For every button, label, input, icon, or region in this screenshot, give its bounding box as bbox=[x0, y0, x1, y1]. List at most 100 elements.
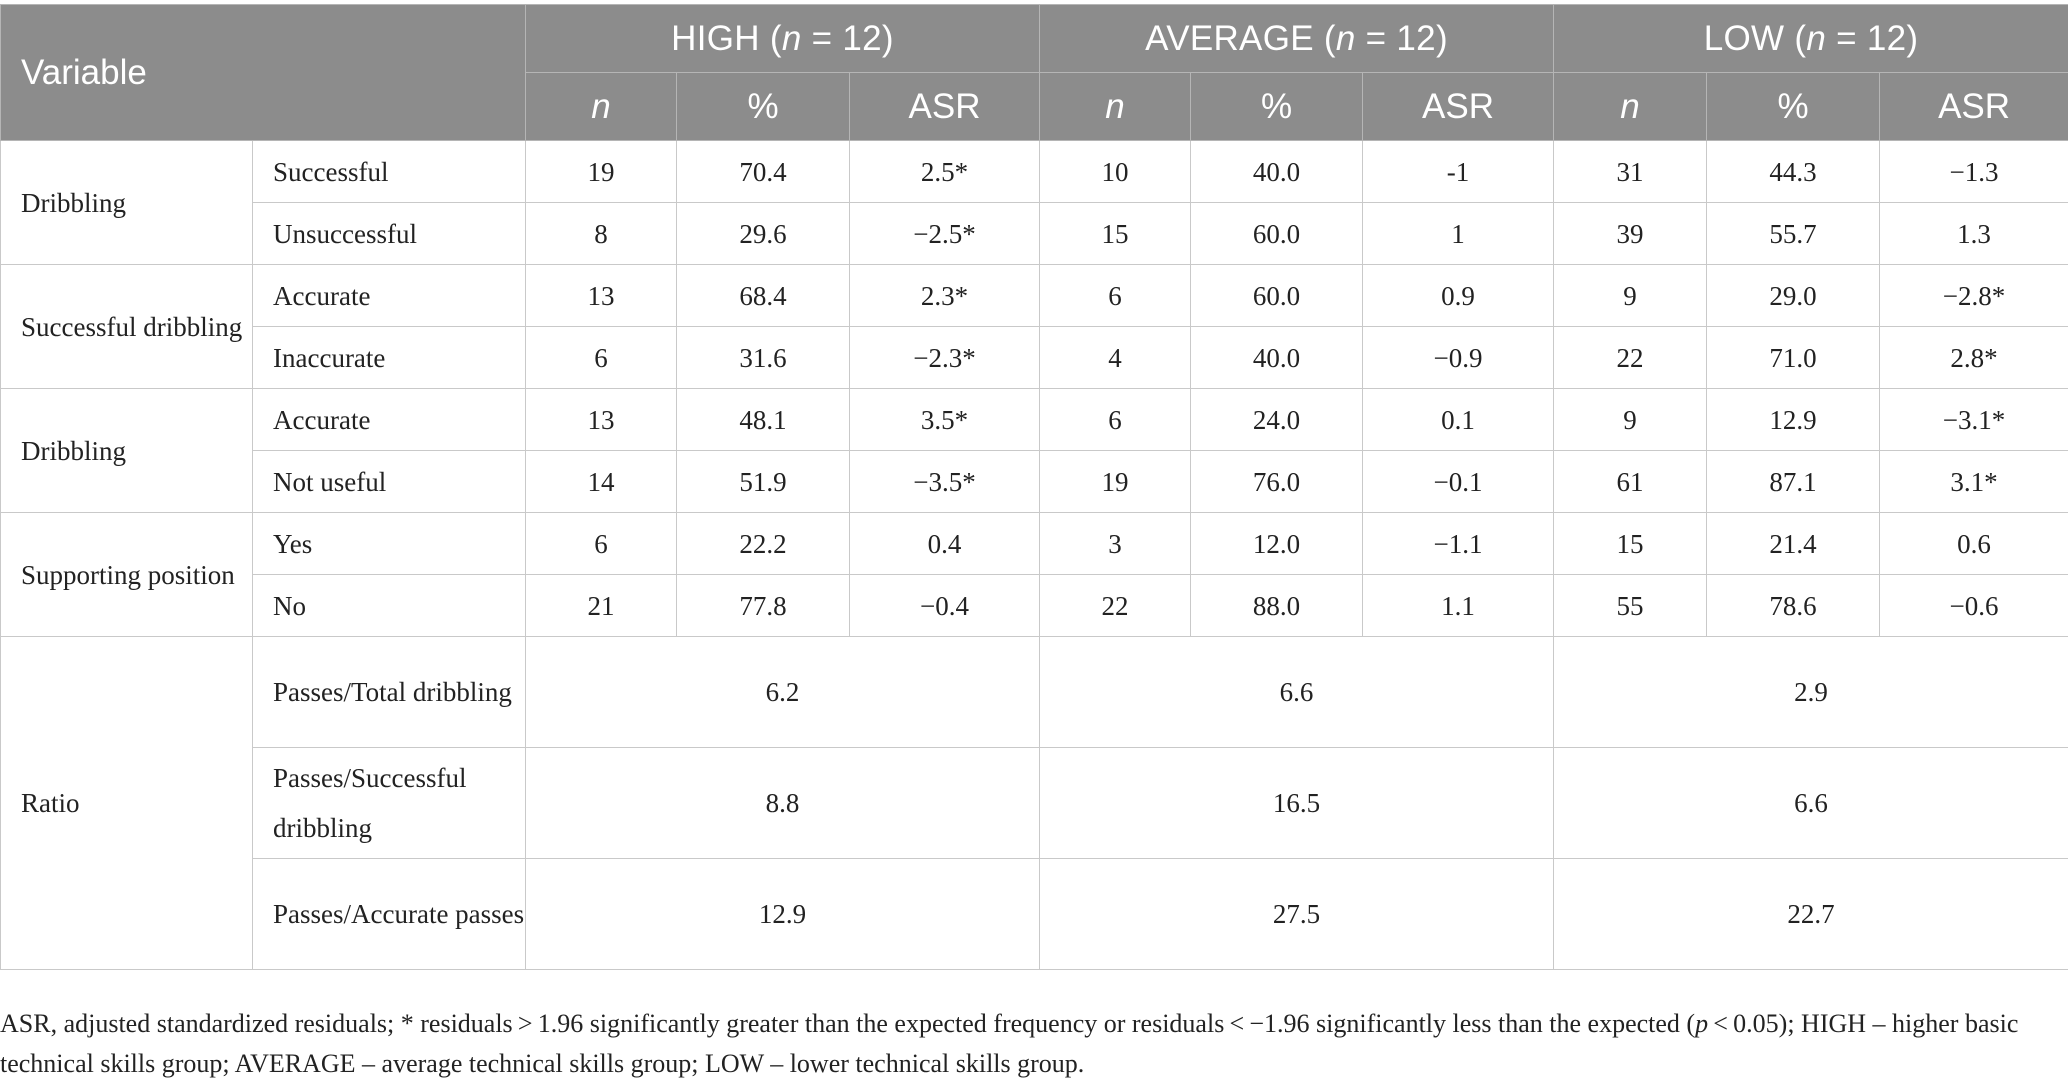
category-cell: Inaccurate bbox=[251, 326, 527, 389]
ratio-value-cell: 16.5 bbox=[1039, 747, 1555, 859]
value-cell: −1.1 bbox=[1362, 512, 1555, 575]
value-cell: 40.0 bbox=[1190, 326, 1364, 389]
ratio-value-cell: 27.5 bbox=[1039, 858, 1555, 970]
high-group-header: HIGH (n = 12) bbox=[525, 4, 1041, 73]
value-cell: −0.6 bbox=[1879, 574, 2068, 637]
value-cell: 15 bbox=[1553, 512, 1708, 575]
category-cell: Unsuccessful bbox=[251, 202, 527, 265]
value-cell: 29.0 bbox=[1706, 264, 1881, 327]
value-cell: −1.3 bbox=[1879, 140, 2068, 203]
value-cell: 9 bbox=[1553, 388, 1708, 451]
variable-cell: Ratio bbox=[0, 636, 253, 970]
results-table: Variable HIGH (n = 12) AVERAGE (n = 12) … bbox=[0, 4, 2068, 970]
category-cell: Not useful bbox=[251, 450, 527, 513]
ratio-row: Passes/Accurate passes 12.9 27.5 22.7 bbox=[1, 858, 2068, 970]
value-cell: −2.3* bbox=[849, 326, 1041, 389]
value-cell: 14 bbox=[525, 450, 678, 513]
table-row: Successful dribbling Accurate 13 68.4 2.… bbox=[0, 264, 2068, 389]
value-cell: 1.3 bbox=[1879, 202, 2068, 265]
table-row: Not useful 14 51.9 −3.5* 19 76.0 −0.1 61… bbox=[1, 450, 2068, 513]
value-cell: 22 bbox=[1553, 326, 1708, 389]
value-cell: 24.0 bbox=[1190, 388, 1364, 451]
value-cell: 71.0 bbox=[1706, 326, 1881, 389]
value-cell: −2.5* bbox=[849, 202, 1041, 265]
value-cell: −3.5* bbox=[849, 450, 1041, 513]
value-cell: 60.0 bbox=[1190, 202, 1364, 265]
value-cell: 3.5* bbox=[849, 388, 1041, 451]
value-cell: 10 bbox=[1039, 140, 1192, 203]
table-row: No 21 77.8 −0.4 22 88.0 1.1 55 78.6 −0.6 bbox=[1, 574, 2068, 637]
ratio-value-cell: 6.6 bbox=[1039, 636, 1555, 748]
group-header-row: Variable HIGH (n = 12) AVERAGE (n = 12) … bbox=[0, 4, 2068, 141]
percent-header: % bbox=[1190, 72, 1364, 141]
value-cell: 22 bbox=[1039, 574, 1192, 637]
asr-header: ASR bbox=[1879, 72, 2068, 141]
category-cell: Passes/Accurate passes bbox=[251, 858, 527, 970]
value-cell: 15 bbox=[1039, 202, 1192, 265]
value-cell: −0.9 bbox=[1362, 326, 1555, 389]
value-cell: 3 bbox=[1039, 512, 1192, 575]
value-cell: 1.1 bbox=[1362, 574, 1555, 637]
value-cell: 87.1 bbox=[1706, 450, 1881, 513]
value-cell: 1 bbox=[1362, 202, 1555, 265]
value-cell: 6 bbox=[525, 512, 678, 575]
value-cell: 21.4 bbox=[1706, 512, 1881, 575]
ratio-value-cell: 22.7 bbox=[1553, 858, 2068, 970]
value-cell: 51.9 bbox=[676, 450, 851, 513]
variable-header: Variable bbox=[0, 4, 527, 141]
value-cell: 6 bbox=[1039, 264, 1192, 327]
value-cell: 4 bbox=[1039, 326, 1192, 389]
variable-cell: Successful dribbling bbox=[0, 264, 253, 389]
value-cell: 48.1 bbox=[676, 388, 851, 451]
subheader-row: n % ASR n % ASR n % ASR bbox=[1, 72, 2068, 141]
value-cell: 13 bbox=[525, 388, 678, 451]
table-row: Supporting position Yes 6 22.2 0.4 3 12.… bbox=[0, 512, 2068, 637]
ratio-value-cell: 6.6 bbox=[1553, 747, 2068, 859]
percent-header: % bbox=[1706, 72, 1881, 141]
value-cell: 19 bbox=[1039, 450, 1192, 513]
ratio-value-cell: 2.9 bbox=[1553, 636, 2068, 748]
value-cell: 2.5* bbox=[849, 140, 1041, 203]
ratio-row: Passes/Successful dribbling 8.8 16.5 6.6 bbox=[1, 747, 2068, 859]
variable-cell: Supporting position bbox=[0, 512, 253, 637]
value-cell: 78.6 bbox=[1706, 574, 1881, 637]
ratio-value-cell: 8.8 bbox=[525, 747, 1041, 859]
value-cell: 39 bbox=[1553, 202, 1708, 265]
value-cell: 3.1* bbox=[1879, 450, 2068, 513]
table-row: Unsuccessful 8 29.6 −2.5* 15 60.0 1 39 5… bbox=[1, 202, 2068, 265]
ratio-value-cell: 12.9 bbox=[525, 858, 1041, 970]
value-cell: 70.4 bbox=[676, 140, 851, 203]
value-cell: 19 bbox=[525, 140, 678, 203]
variable-cell: Dribbling bbox=[0, 388, 253, 513]
value-cell: -1 bbox=[1362, 140, 1555, 203]
category-cell: Accurate bbox=[251, 388, 527, 451]
value-cell: 40.0 bbox=[1190, 140, 1364, 203]
value-cell: 0.9 bbox=[1362, 264, 1555, 327]
value-cell: 88.0 bbox=[1190, 574, 1364, 637]
value-cell: 55.7 bbox=[1706, 202, 1881, 265]
table-footnote: ASR, adjusted standardized residuals; * … bbox=[0, 1009, 2019, 1078]
asr-header: ASR bbox=[1362, 72, 1555, 141]
value-cell: 29.6 bbox=[676, 202, 851, 265]
value-cell: 55 bbox=[1553, 574, 1708, 637]
value-cell: 76.0 bbox=[1190, 450, 1364, 513]
ratio-value-cell: 6.2 bbox=[525, 636, 1041, 748]
category-cell: Accurate bbox=[251, 264, 527, 327]
value-cell: 0.1 bbox=[1362, 388, 1555, 451]
value-cell: 9 bbox=[1553, 264, 1708, 327]
value-cell: 77.8 bbox=[676, 574, 851, 637]
category-cell: Passes/Total dribbling bbox=[251, 636, 527, 748]
n-header: n bbox=[1553, 72, 1708, 141]
value-cell: 2.8* bbox=[1879, 326, 2068, 389]
value-cell: 31.6 bbox=[676, 326, 851, 389]
asr-header: ASR bbox=[849, 72, 1041, 141]
variable-cell: Dribbling bbox=[0, 140, 253, 265]
value-cell: 2.3* bbox=[849, 264, 1041, 327]
category-cell: No bbox=[251, 574, 527, 637]
value-cell: 6 bbox=[1039, 388, 1192, 451]
n-header: n bbox=[525, 72, 678, 141]
value-cell: 60.0 bbox=[1190, 264, 1364, 327]
table-row: Inaccurate 6 31.6 −2.3* 4 40.0 −0.9 22 7… bbox=[1, 326, 2068, 389]
percent-header: % bbox=[676, 72, 851, 141]
value-cell: 0.4 bbox=[849, 512, 1041, 575]
